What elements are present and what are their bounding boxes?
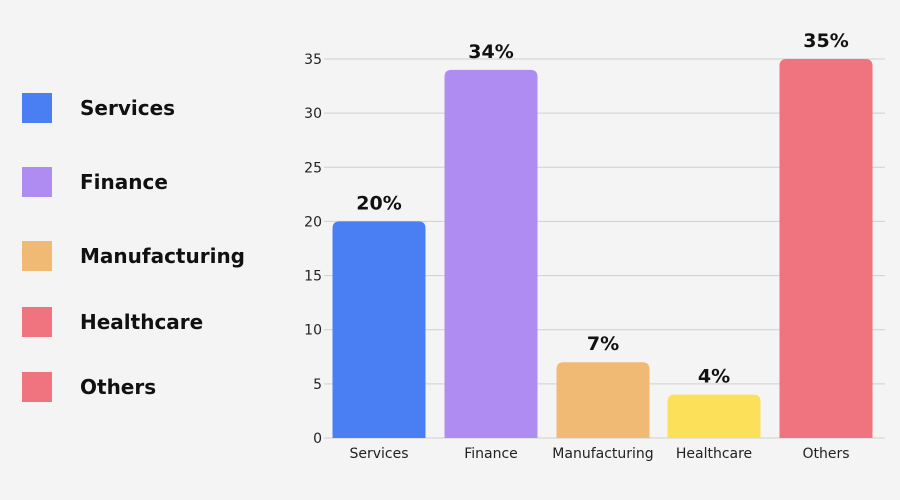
- x-tick-label-services: Services: [349, 446, 408, 462]
- legend-label-healthcare: Healthcare: [80, 310, 204, 334]
- legend-label-services: Services: [80, 96, 176, 120]
- x-tick-label-healthcare: Healthcare: [676, 446, 752, 462]
- legend-swatch-healthcare: [22, 307, 52, 337]
- bar-finance: [444, 69, 538, 438]
- y-tick-label-25: 25: [304, 160, 322, 176]
- legend-item-finance: Finance: [22, 166, 168, 198]
- y-tick-label-5: 5: [313, 377, 322, 393]
- legend-label-others: Others: [80, 375, 157, 399]
- data-label-services: 20%: [356, 192, 401, 214]
- legend-item-services: Services: [22, 92, 175, 124]
- y-tick-label-20: 20: [304, 214, 322, 230]
- legend-swatch-finance: [22, 167, 52, 197]
- y-tick-label-30: 30: [304, 106, 322, 122]
- data-label-manufacturing: 7%: [587, 333, 619, 355]
- legend-label-finance: Finance: [80, 170, 168, 194]
- x-tick-label-others: Others: [802, 446, 849, 462]
- data-label-finance: 34%: [468, 41, 513, 63]
- legend-swatch-others: [22, 372, 52, 402]
- y-tick-label-15: 15: [304, 269, 322, 285]
- legend-label-manufacturing: Manufacturing: [80, 244, 245, 268]
- x-tick-label-finance: Finance: [464, 446, 518, 462]
- legend-swatch-services: [22, 93, 52, 123]
- y-tick-label-10: 10: [304, 323, 322, 339]
- legend-item-manufacturing: Manufacturing: [22, 240, 245, 272]
- legend-item-others: Others: [22, 371, 156, 403]
- legend-swatch-manufacturing: [22, 241, 52, 271]
- x-tick-label-manufacturing: Manufacturing: [552, 446, 653, 462]
- legend-item-healthcare: Healthcare: [22, 306, 203, 338]
- y-tick-label-0: 0: [313, 431, 322, 447]
- bar-healthcare: [667, 394, 761, 438]
- bar-others: [779, 59, 873, 438]
- data-label-others: 35%: [803, 30, 848, 52]
- bar-services: [332, 221, 426, 438]
- data-label-healthcare: 4%: [698, 366, 730, 388]
- y-tick-label-35: 35: [304, 52, 322, 68]
- legend: Services Finance Manufacturing Healthcar…: [0, 0, 280, 500]
- bar-manufacturing: [556, 362, 650, 438]
